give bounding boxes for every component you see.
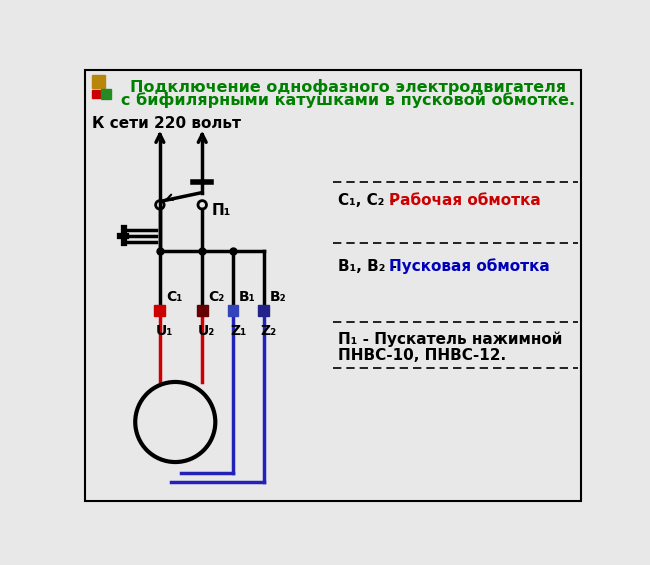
Text: Рабочая обмотка: Рабочая обмотка: [389, 193, 540, 207]
Text: U₂: U₂: [198, 324, 215, 338]
Text: Z₂: Z₂: [261, 324, 277, 338]
Text: П₁: П₁: [211, 203, 231, 218]
Bar: [101, 89, 111, 99]
Bar: [92, 90, 100, 98]
Text: В₁: В₁: [239, 290, 256, 304]
Bar: [227, 305, 239, 316]
Text: M: M: [164, 403, 187, 427]
Bar: [259, 305, 269, 316]
Bar: [155, 305, 165, 316]
Bar: [92, 75, 105, 88]
Text: С₁: С₁: [166, 290, 183, 304]
Text: К сети 220 вольт: К сети 220 вольт: [92, 115, 241, 131]
Bar: [197, 305, 207, 316]
Circle shape: [135, 382, 215, 462]
Text: Подключение однофазного электродвигателя: Подключение однофазного электродвигателя: [131, 79, 567, 94]
Text: С₁, С₂ -: С₁, С₂ -: [338, 193, 401, 207]
Text: 1~: 1~: [162, 423, 188, 441]
Text: ПНВС-10, ПНВС-12.: ПНВС-10, ПНВС-12.: [338, 348, 506, 363]
Text: Z₁: Z₁: [230, 324, 246, 338]
Text: Пусковая обмотка: Пусковая обмотка: [389, 259, 549, 275]
Text: с бифилярными катушками в пусковой обмотке.: с бифилярными катушками в пусковой обмот…: [122, 93, 576, 108]
Text: В₂: В₂: [270, 290, 287, 304]
Text: U₁: U₁: [155, 324, 173, 338]
Text: П₁ - Пускатель нажимной: П₁ - Пускатель нажимной: [338, 331, 562, 347]
Text: В₁, В₂ -: В₁, В₂ -: [338, 259, 402, 274]
Text: С₂: С₂: [209, 290, 225, 304]
